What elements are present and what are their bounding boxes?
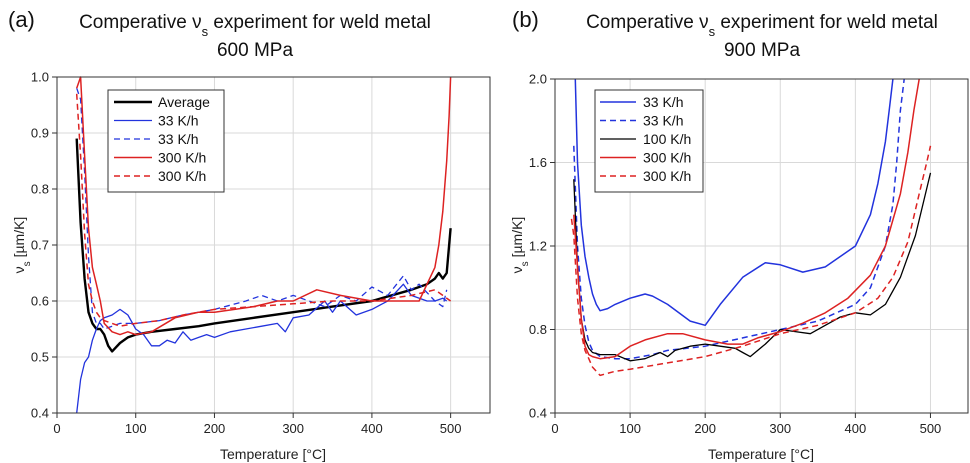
y-tick-label: 1.6 — [529, 155, 547, 170]
x-tick-label: 500 — [440, 421, 462, 436]
x-tick-label: 200 — [204, 421, 226, 436]
x-tick-label: 400 — [845, 421, 867, 436]
series-line-1 — [75, 138, 452, 353]
chart-a-x-ticks: 0 100 200 300 400 500 — [53, 413, 461, 436]
y-tick-label: 0.8 — [529, 322, 547, 337]
series-line-3 — [573, 172, 932, 362]
chart-b-title-line2: 900 MPa — [724, 40, 800, 61]
chart-b-y-ticks: 0.4 0.8 1.2 1.6 2.0 — [529, 72, 555, 421]
legend-label-4: 300 K/h — [643, 150, 691, 166]
chart-b: (b) Comperative νs experiment for weld m… — [509, 7, 969, 462]
legend-label-2: 33 K/h — [643, 113, 683, 129]
x-tick-label: 0 — [53, 421, 60, 436]
chart-a-y-ticks: 0.4 0.5 0.6 0.7 0.8 0.9 1.0 — [31, 70, 57, 421]
chart-b-legend: 33 K/h 33 K/h 100 K/h 300 K/h 300 K/h — [594, 89, 704, 193]
y-tick-label: 0.6 — [31, 294, 49, 309]
y-tick-label: 0.9 — [31, 126, 49, 141]
chart-a-title-line1: Comperative νs experiment for weld metal — [79, 12, 431, 39]
legend-label-1: Average — [158, 94, 210, 110]
series-line-1 — [574, 78, 894, 327]
series-line-5 — [570, 145, 932, 377]
chart-a: (a) Comperative νs experiment for weld m… — [8, 7, 491, 462]
legend-label-4: 300 K/h — [158, 150, 206, 166]
chart-b-x-ticks: 0 100 200 300 400 500 — [551, 413, 941, 436]
legend-label-2: 33 K/h — [158, 113, 198, 129]
x-tick-label: 300 — [769, 421, 791, 436]
chart-a-legend-box — [107, 89, 225, 193]
x-tick-label: 300 — [282, 421, 304, 436]
series-line-2 — [573, 78, 905, 360]
chart-a-series — [75, 76, 452, 414]
series-line-2 — [76, 283, 448, 414]
chart-b-y-axis-label: νs [µm/K] — [509, 217, 531, 274]
chart-b-series — [570, 78, 932, 377]
series-line-5 — [75, 93, 452, 327]
series-line-4 — [75, 76, 452, 336]
legend-label-1: 33 K/h — [643, 94, 683, 110]
y-tick-label: 0.4 — [529, 406, 547, 421]
chart-b-title-line1: Comperative νs experiment for weld metal — [586, 12, 938, 39]
x-tick-label: 100 — [125, 421, 147, 436]
y-tick-label: 1.0 — [31, 70, 49, 85]
x-tick-label: 100 — [619, 421, 641, 436]
x-tick-label: 0 — [551, 421, 558, 436]
legend-label-5: 300 K/h — [643, 168, 691, 184]
chart-a-title-line2: 600 MPa — [217, 40, 293, 61]
x-tick-label: 500 — [920, 421, 942, 436]
panel-label-a: (a) — [8, 7, 35, 32]
y-tick-label: 1.2 — [529, 239, 547, 254]
series-line-3 — [76, 87, 448, 330]
panel-label-b: (b) — [512, 7, 539, 32]
y-tick-label: 2.0 — [529, 72, 547, 87]
legend-label-3: 100 K/h — [643, 131, 691, 147]
series-line-4 — [573, 78, 920, 360]
y-tick-label: 0.8 — [31, 182, 49, 197]
legend-label-3: 33 K/h — [158, 131, 198, 147]
x-tick-label: 200 — [694, 421, 716, 436]
y-tick-label: 0.5 — [31, 350, 49, 365]
chart-b-x-axis-label: Temperature [°C] — [708, 446, 814, 462]
y-tick-label: 0.7 — [31, 238, 49, 253]
chart-a-x-axis-label: Temperature [°C] — [220, 446, 326, 462]
x-tick-label: 400 — [361, 421, 383, 436]
chart-b-legend-box — [594, 89, 704, 193]
chart-a-legend: Average 33 K/h 33 K/h 300 K/h 300 K/h — [107, 89, 225, 193]
y-tick-label: 0.4 — [31, 406, 49, 421]
chart-a-y-axis-label: νs [µm/K] — [11, 217, 33, 274]
legend-label-5: 300 K/h — [158, 168, 206, 184]
